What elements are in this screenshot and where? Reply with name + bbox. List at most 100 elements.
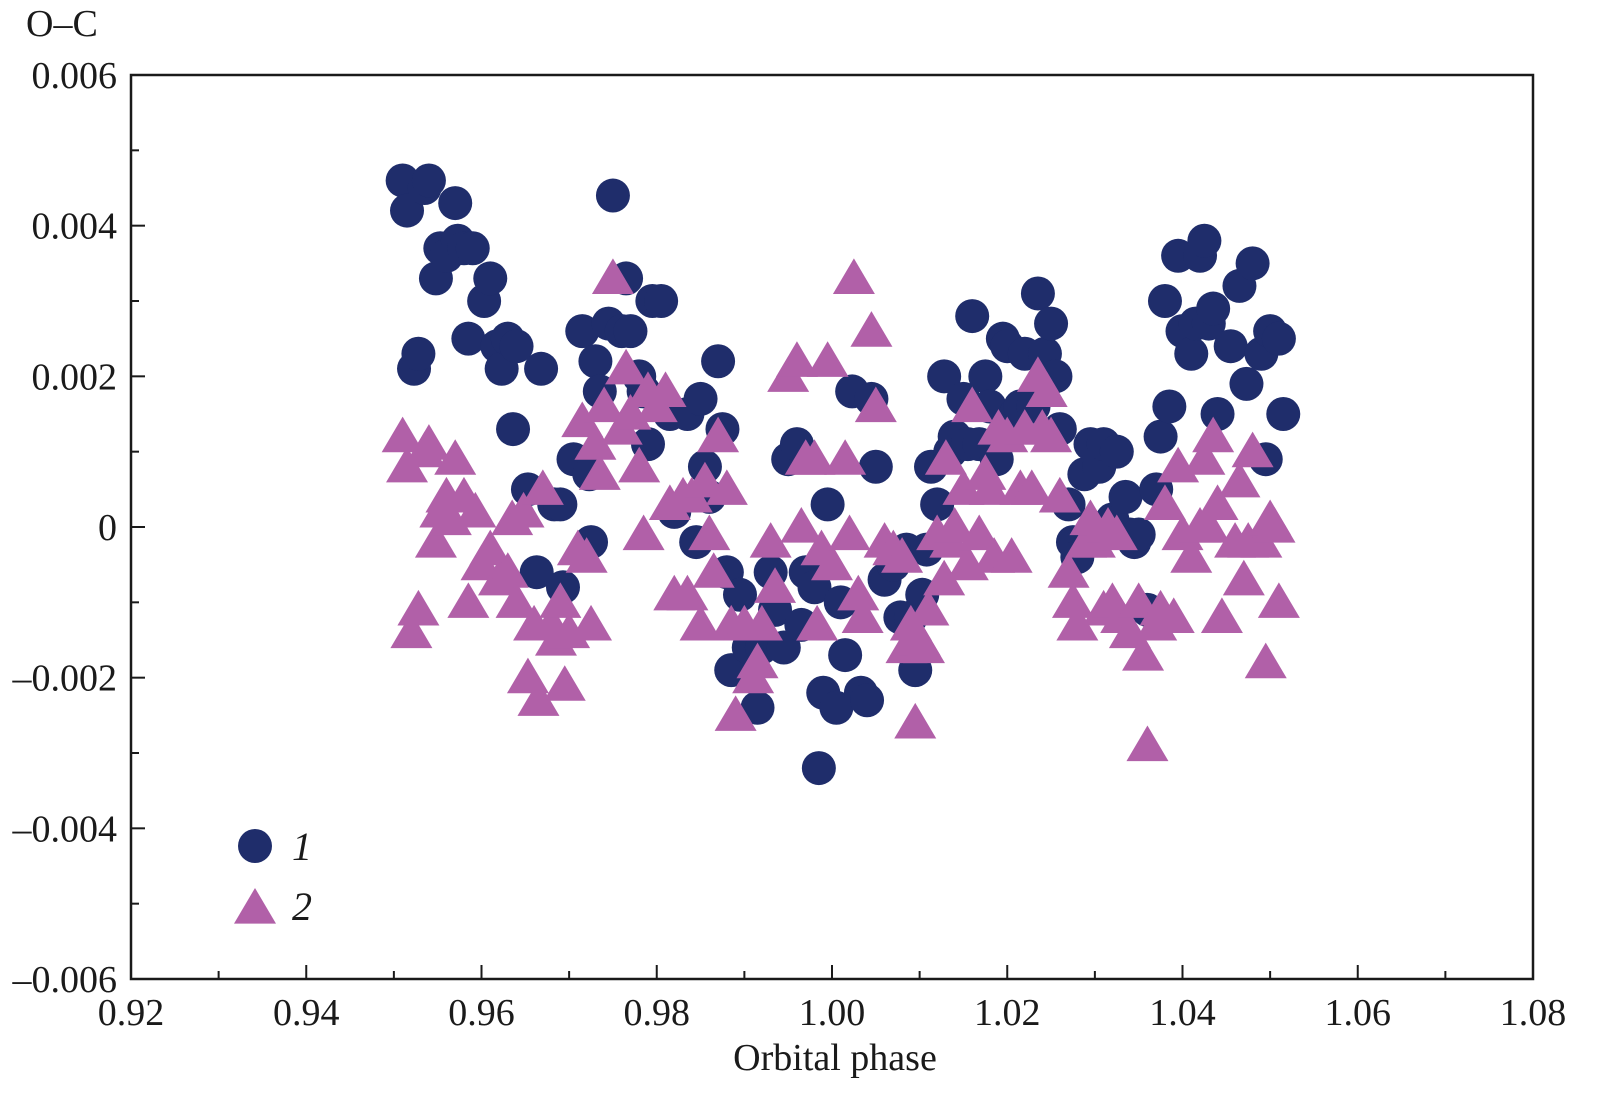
data-point-circle [1229, 366, 1264, 401]
data-point-triangle [543, 665, 586, 701]
data-point-circle [644, 284, 679, 318]
data-point-triangle [1010, 469, 1053, 505]
data-point-circle [927, 359, 962, 394]
data-point-circle [401, 336, 436, 371]
data-point-triangle [923, 559, 966, 596]
legend: 12 [234, 824, 312, 929]
x-tick-label: 0.94 [273, 992, 340, 1034]
x-tick-label: 1.00 [799, 992, 866, 1034]
data-point-triangle [570, 604, 613, 641]
data-point-circle [801, 751, 836, 786]
data-point-triangle [1183, 439, 1226, 475]
data-point-circle [1196, 291, 1231, 326]
data-point-triangle [740, 604, 783, 641]
data-point-triangle [924, 439, 967, 475]
y-axis-title: O–C [26, 3, 98, 45]
data-point-triangle [881, 537, 924, 573]
data-point-triangle [832, 258, 875, 294]
data-point-circle [565, 314, 600, 349]
data-point-triangle [561, 401, 604, 438]
data-point-circle [499, 329, 534, 364]
data-point-circle [701, 344, 736, 379]
data-point-triangle [907, 589, 950, 626]
data-point-circle [683, 381, 718, 416]
data-point-circle [1143, 419, 1178, 454]
data-point-triangle [811, 544, 853, 581]
data-point-circle [613, 314, 648, 349]
data-point-triangle [850, 311, 893, 347]
data-point-circle [810, 487, 845, 522]
data-point-triangle [775, 341, 818, 377]
data-point-circle [740, 690, 775, 725]
data-point-triangle [951, 386, 994, 423]
data-point-triangle [407, 424, 450, 460]
data-point-triangle [1117, 582, 1160, 618]
data-point-triangle [780, 507, 823, 543]
data-point-circle [920, 487, 955, 522]
data-point-circle [578, 344, 613, 379]
data-point-circle [451, 321, 486, 356]
series-2 [381, 258, 1300, 762]
x-tick-label: 0.98 [624, 992, 691, 1034]
data-point-triangle [644, 371, 687, 407]
y-tick-label: –0.004 [12, 808, 118, 850]
data-point-triangle [1051, 582, 1094, 618]
data-point-triangle [958, 514, 1001, 551]
data-points [381, 163, 1301, 786]
data-point-triangle [1218, 461, 1261, 498]
data-point-circle [1152, 389, 1187, 424]
data-point-triangle [517, 680, 560, 716]
data-point-circle [595, 178, 630, 213]
data-point-triangle [837, 574, 880, 611]
data-point-triangle [1170, 537, 1213, 573]
data-point-triangle [749, 522, 792, 558]
data-point-triangle [1152, 597, 1195, 633]
x-tick-label: 0.92 [98, 992, 165, 1034]
data-point-triangle [1143, 484, 1186, 520]
data-point-triangle [1200, 597, 1243, 633]
data-point-triangle [539, 582, 582, 618]
legend-marker-1 [238, 829, 272, 863]
data-point-triangle [381, 416, 424, 453]
data-point-triangle [736, 642, 779, 679]
data-point-circle [968, 359, 1003, 394]
data-point-triangle [1253, 507, 1296, 543]
data-point-triangle [1222, 559, 1265, 596]
data-point-circle [473, 261, 508, 296]
y-tick-label: 0 [98, 507, 117, 549]
data-point-triangle [1196, 484, 1239, 520]
data-point-circle [519, 555, 554, 590]
data-point-triangle [903, 627, 946, 664]
data-point-triangle [854, 386, 897, 423]
x-tick-label: 0.96 [448, 992, 515, 1034]
data-point-triangle [793, 439, 836, 475]
data-point-circle [524, 351, 559, 386]
data-point-triangle [454, 491, 497, 528]
data-point-triangle [622, 514, 665, 551]
data-point-triangle [574, 424, 617, 460]
data-point-triangle [502, 491, 545, 528]
data-point-triangle [605, 348, 648, 385]
data-point-triangle [1025, 371, 1068, 407]
legend-marker-2 [234, 888, 276, 924]
data-point-triangle [933, 507, 976, 543]
data-point-triangle [796, 604, 839, 641]
data-point-circle [411, 163, 446, 198]
data-point-triangle [1047, 552, 1090, 588]
data-point-triangle [618, 446, 661, 483]
data-point-triangle [486, 552, 529, 588]
data-point-circle [1235, 246, 1270, 281]
data-point-triangle [397, 589, 440, 626]
x-axis-title: Orbital phase [733, 1037, 937, 1079]
data-point-triangle [942, 469, 985, 505]
x-tick-label: 1.06 [1325, 992, 1392, 1034]
data-point-triangle [1095, 514, 1138, 551]
data-point-circle [1266, 397, 1301, 431]
data-point-triangle [1030, 416, 1073, 453]
data-point-circle [455, 231, 490, 266]
data-point-circle [1261, 321, 1296, 356]
y-tick-label: –0.006 [12, 959, 118, 1001]
data-point-circle [1187, 223, 1222, 258]
data-point-triangle [434, 439, 477, 475]
data-point-triangle [1056, 604, 1099, 641]
